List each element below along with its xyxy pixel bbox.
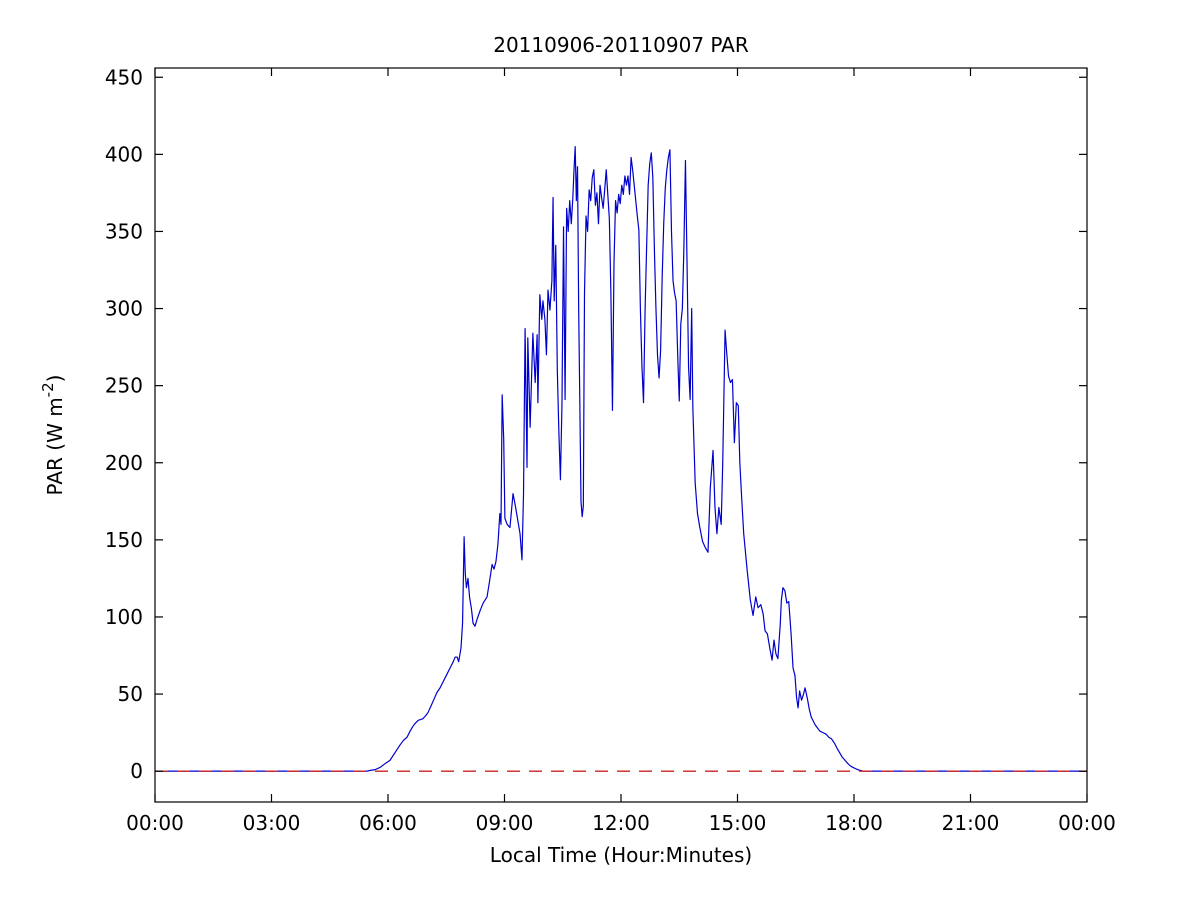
y-tick-label: 400 bbox=[105, 142, 143, 166]
x-tick-label: 15:00 bbox=[709, 811, 767, 835]
y-tick-label: 150 bbox=[105, 528, 143, 552]
y-tick-label: 450 bbox=[105, 65, 143, 89]
y-tick-labels-group: 0 50 100 150 200 250 300 350 400 450 bbox=[105, 65, 143, 783]
x-tick-label: 18:00 bbox=[825, 811, 883, 835]
x-tick-label: 06:00 bbox=[359, 811, 417, 835]
y-tick-label: 50 bbox=[118, 682, 143, 706]
y-tick-label: 350 bbox=[105, 219, 143, 243]
x-tick-label: 09:00 bbox=[476, 811, 534, 835]
x-axis-label: Local Time (Hour:Minutes) bbox=[490, 843, 752, 867]
y-tick-label: 200 bbox=[105, 451, 143, 475]
x-tick-label: 00:00 bbox=[1058, 811, 1116, 835]
x-tick-labels-group: 00:00 03:00 06:00 09:00 12:00 15:00 18:00 21:00… bbox=[126, 811, 1116, 835]
y-tick-label: 250 bbox=[105, 374, 143, 398]
par-data-line bbox=[155, 146, 1087, 772]
x-tick-label: 12:00 bbox=[592, 811, 650, 835]
x-tick-label: 21:00 bbox=[942, 811, 1000, 835]
x-tick-label: 03:00 bbox=[243, 811, 301, 835]
axis-ticks-group bbox=[154, 68, 1088, 802]
y-tick-label: 300 bbox=[105, 297, 143, 321]
chart-title: 20110906-20110907 PAR bbox=[493, 33, 749, 57]
y-axis-label: PAR (W m-2) bbox=[39, 375, 67, 496]
y-tick-label: 0 bbox=[130, 759, 143, 783]
y-tick-label: 100 bbox=[105, 605, 143, 629]
x-tick-label: 00:00 bbox=[126, 811, 184, 835]
data-series-group bbox=[155, 146, 1087, 772]
